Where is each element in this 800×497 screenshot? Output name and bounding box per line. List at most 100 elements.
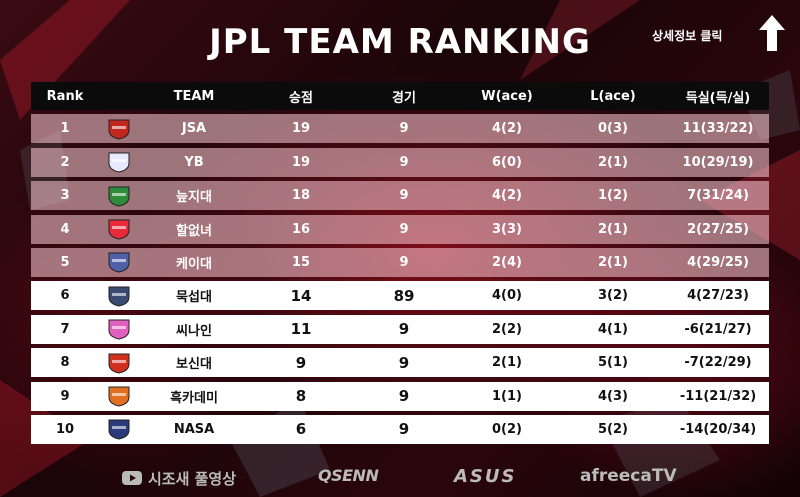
games-cell: 89: [393, 286, 415, 305]
games-cell: 9: [399, 188, 409, 204]
games-cell: 9: [398, 387, 410, 406]
rank-cell: 1: [60, 121, 70, 137]
header-points: 승점: [289, 90, 313, 106]
team-name: 묵섭대: [176, 290, 212, 306]
team-logo-icon: [108, 219, 130, 240]
games-cell: 9: [399, 221, 409, 237]
diff-cell: 4(29/25): [687, 254, 749, 270]
losses-cell: 4(1): [598, 321, 628, 337]
team-logo-cell: [99, 218, 139, 240]
points-cell: 8: [295, 387, 307, 406]
points-cell: 6: [295, 420, 307, 439]
games-cell: 9: [399, 121, 409, 137]
rank-cell: 7: [60, 321, 70, 337]
points-cell: 18: [291, 188, 311, 204]
rank-cell: 6: [60, 288, 70, 304]
games-cell: 9: [398, 320, 410, 339]
games-cell: 9: [399, 254, 409, 270]
losses-cell: 2(1): [598, 254, 628, 270]
rank-cell: 2: [60, 154, 70, 170]
arrow-up-icon[interactable]: [758, 14, 786, 52]
team-logo-icon: [108, 186, 130, 207]
team-logo-cell: [99, 251, 139, 273]
table-row: 9 흑카데미 8 9 1(1) 4(3) -11(21/32): [31, 381, 769, 411]
table-row: 10 NASA 6 9 0(2) 5(2) -14(20/34): [31, 414, 769, 444]
header-rank: Rank: [46, 88, 84, 104]
rank-cell: 4: [60, 221, 70, 237]
losses-cell: 5(1): [598, 355, 628, 371]
team-logo-cell: [99, 285, 139, 307]
table-header: Rank TEAM 승점 경기 W(ace) L(ace) 득실(득/실): [31, 82, 769, 110]
sponsor-afreecatv-logo: afreecaTV: [580, 466, 677, 486]
footer-channel-label: 시조새 풀영상: [148, 469, 237, 488]
team-logo-icon: [108, 386, 130, 407]
ranking-table: Rank TEAM 승점 경기 W(ace) L(ace) 득실(득/실) 1 J…: [31, 82, 769, 444]
team-logo-icon: [108, 319, 130, 340]
sponsor-asus-logo: ASUS: [454, 466, 517, 487]
diff-cell: -6(21/27): [684, 321, 752, 337]
header-games: 경기: [392, 90, 416, 106]
team-logo-icon: [108, 252, 130, 273]
losses-cell: 5(2): [598, 421, 628, 437]
wins-cell: 1(1): [492, 388, 522, 404]
table-row: 5 케이대 15 9 2(4) 2(1) 4(29/25): [31, 247, 769, 277]
table-row: 2 YB 19 9 6(0) 2(1) 10(29/19): [31, 147, 769, 177]
wins-cell: 4(0): [492, 288, 522, 304]
diff-cell: -14(20/34): [679, 421, 757, 437]
rank-cell: 10: [55, 421, 75, 437]
table-row: 6 묵섭대 14 89 4(0) 3(2) 4(27/23): [31, 281, 769, 311]
losses-cell: 2(1): [598, 221, 628, 237]
team-name: JSA: [181, 121, 207, 137]
games-cell: 9: [398, 353, 410, 372]
wins-cell: 2(4): [492, 254, 522, 270]
wins-cell: 0(2): [492, 421, 522, 437]
losses-cell: 4(3): [598, 388, 628, 404]
points-cell: 19: [291, 121, 311, 137]
wins-cell: 3(3): [492, 221, 522, 237]
header-team: TEAM: [173, 88, 215, 104]
table-row: 1 JSA 19 9 4(2) 0(3) 11(33/22): [31, 114, 769, 144]
team-logo-icon: [108, 119, 130, 140]
team-name: 씨나인: [176, 323, 212, 339]
team-name: 케이대: [176, 256, 212, 272]
rank-cell: 3: [60, 188, 70, 204]
points-cell: 11: [290, 320, 312, 339]
points-cell: 16: [291, 221, 311, 237]
wins-cell: 2(1): [492, 355, 522, 371]
wins-cell: 6(0): [492, 154, 522, 170]
table-row: 8 보신대 9 9 2(1) 5(1) -7(22/29): [31, 348, 769, 378]
losses-cell: 0(3): [598, 121, 628, 137]
team-name: NASA: [173, 421, 215, 437]
points-cell: 14: [290, 286, 312, 305]
games-cell: 9: [399, 154, 409, 170]
rank-cell: 5: [60, 254, 70, 270]
table-row: 7 씨나인 11 9 2(2) 4(1) -6(21/27): [31, 314, 769, 344]
team-name: 할없녀: [176, 223, 212, 239]
team-name: 보신대: [176, 357, 212, 373]
points-cell: 9: [295, 353, 307, 372]
diff-cell: 10(29/19): [682, 154, 754, 170]
diff-cell: 4(27/23): [687, 288, 749, 304]
team-name: 흑카데미: [170, 390, 218, 406]
team-logo-icon: [108, 152, 130, 173]
detail-info-link[interactable]: 상세정보 클릭: [652, 29, 723, 43]
table-row: 3 늪지대 18 9 4(2) 1(2) 7(31/24): [31, 181, 769, 211]
team-name: 늪지대: [176, 190, 212, 206]
losses-cell: 1(2): [598, 188, 628, 204]
footer-channel: 시조새 풀영상: [122, 466, 236, 490]
team-logo-cell: [99, 185, 139, 207]
team-name: YB: [184, 154, 204, 170]
team-logo-cell: [99, 318, 139, 340]
games-cell: 9: [398, 420, 410, 439]
wins-cell: 4(2): [492, 188, 522, 204]
team-logo-cell: [99, 385, 139, 407]
losses-cell: 2(1): [598, 154, 628, 170]
losses-cell: 3(2): [598, 288, 628, 304]
team-logo-icon: [108, 286, 130, 307]
team-logo-icon: [108, 419, 130, 440]
points-cell: 15: [291, 254, 311, 270]
diff-cell: 2(27/25): [687, 221, 749, 237]
rank-cell: 8: [60, 355, 70, 371]
header-diff: 득실(득/실): [685, 90, 751, 106]
team-logo-cell: [99, 151, 139, 173]
